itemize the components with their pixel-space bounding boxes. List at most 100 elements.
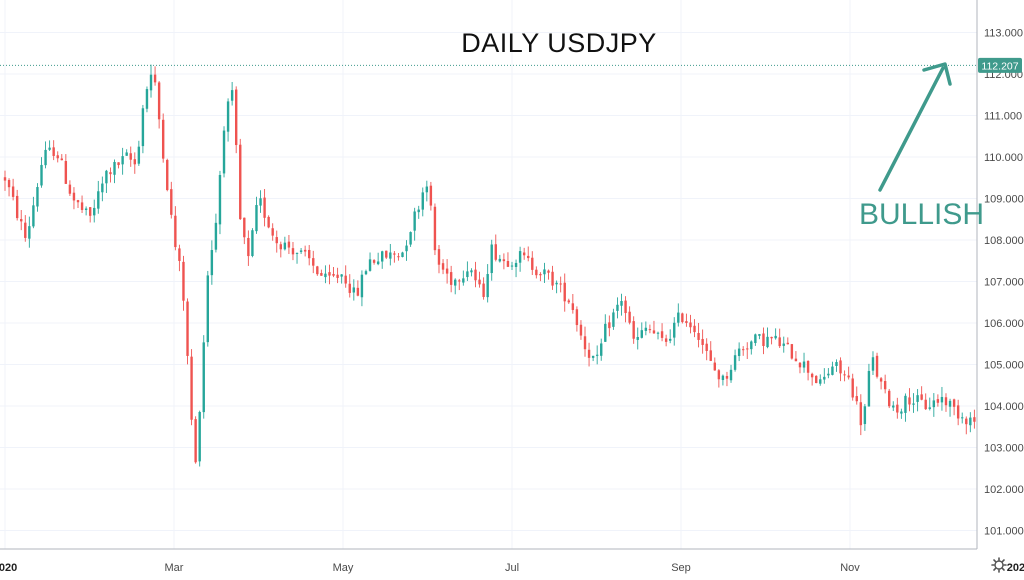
candle [660, 323, 664, 342]
candle [522, 247, 526, 260]
candle-body [774, 335, 777, 339]
candle-body [924, 399, 927, 410]
candle-body [746, 348, 749, 350]
candle-body [117, 162, 120, 166]
candle-body [648, 329, 652, 331]
candle [149, 64, 153, 98]
candle [766, 327, 769, 349]
candle-body [721, 375, 725, 381]
candle-body [190, 356, 193, 420]
candle [247, 230, 250, 266]
candle-body [616, 304, 619, 311]
candle-body [376, 261, 380, 265]
candle-body [52, 147, 55, 156]
candle-body [76, 200, 80, 203]
candle-body [863, 406, 867, 425]
candle [851, 373, 854, 401]
candle [32, 196, 35, 229]
candle [206, 270, 209, 347]
price-tick-label: 111.000 [984, 111, 1022, 123]
candle-body [595, 354, 599, 356]
chart-title: DAILY USDJPY [461, 28, 657, 58]
gear-icon[interactable] [994, 560, 1004, 570]
candle-body [486, 274, 489, 298]
price-tick-label: 104.000 [984, 401, 1024, 413]
candle [762, 327, 765, 355]
candle-body [900, 411, 903, 414]
candle [871, 351, 875, 376]
settings-gear-icon[interactable] [991, 557, 1007, 573]
last-price-label: 112.207 [981, 60, 1018, 72]
candle [222, 126, 226, 178]
candle-body [531, 257, 534, 270]
candle-body [149, 74, 153, 91]
candle [916, 389, 919, 412]
candle [121, 147, 124, 175]
candle [961, 412, 964, 424]
candle-body [255, 205, 258, 232]
candle-body [579, 324, 583, 336]
candle-body [502, 259, 506, 262]
candle-body [113, 161, 116, 175]
candle-body [940, 396, 944, 403]
candle [157, 81, 161, 129]
candle [174, 206, 177, 251]
candle [693, 319, 696, 338]
candle [458, 278, 461, 291]
candle [956, 399, 960, 426]
candle [750, 340, 753, 355]
candle [226, 98, 230, 142]
candle [758, 333, 761, 340]
candle [88, 207, 92, 223]
candle-body [892, 405, 895, 408]
candle [896, 397, 899, 419]
candle-body [340, 274, 343, 277]
candle [24, 215, 27, 242]
candle-body [810, 373, 814, 378]
candle-body [161, 119, 165, 159]
candle-body [295, 252, 299, 254]
candle [429, 181, 433, 211]
candle-body [587, 349, 591, 358]
candle [652, 320, 656, 334]
candle-body [7, 179, 11, 188]
candle-body [932, 400, 936, 408]
time-tick-label: Mar [165, 562, 184, 574]
candle [595, 345, 599, 365]
candle-body [762, 333, 765, 346]
candle [198, 410, 201, 467]
candle-body [312, 258, 315, 266]
candle-body [539, 274, 542, 276]
candle-body [137, 146, 141, 164]
candle-body [689, 322, 692, 328]
candle-body [389, 252, 392, 259]
candle-body [806, 360, 810, 373]
candle [539, 272, 542, 282]
candle [608, 315, 611, 337]
candle-body [713, 362, 716, 371]
candle [44, 141, 47, 169]
candle-body [413, 211, 416, 231]
candle [815, 375, 818, 384]
candle-body [170, 189, 173, 215]
candle [230, 81, 234, 106]
candle-body [677, 312, 680, 323]
candle [571, 294, 575, 314]
candle [385, 250, 388, 260]
candle [567, 298, 570, 304]
candle-body [194, 419, 197, 463]
candle [575, 306, 579, 332]
candle-body [965, 418, 968, 425]
candle [368, 252, 372, 272]
candle [673, 317, 676, 346]
candle [275, 230, 278, 253]
bullish-arrow [878, 62, 952, 192]
candle [681, 312, 684, 324]
candle-body [498, 258, 502, 262]
candle [936, 394, 940, 407]
candle [409, 231, 412, 247]
candle [506, 252, 510, 268]
price-tick-label: 103.000 [984, 443, 1024, 455]
candle [348, 274, 351, 298]
